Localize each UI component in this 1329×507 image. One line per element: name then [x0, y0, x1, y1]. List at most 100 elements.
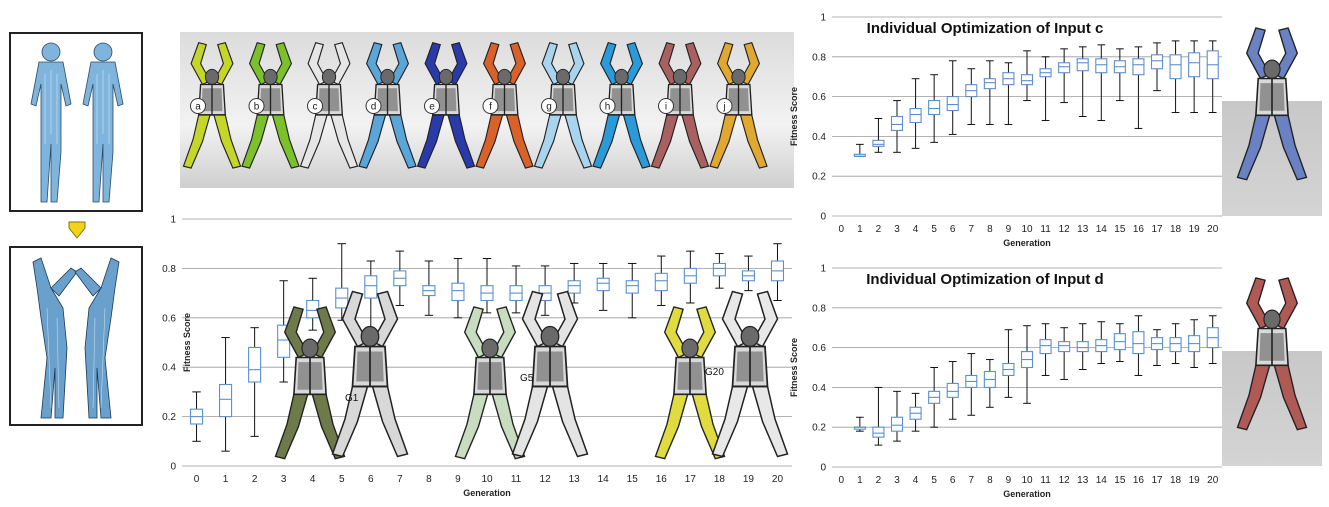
- variant-label-circle-j: [716, 98, 733, 114]
- box-gen-15: [1113, 323, 1126, 363]
- box-gen-17: [683, 250, 697, 304]
- variant-label-g: g: [546, 102, 552, 113]
- x-tick-label: 0: [839, 475, 845, 486]
- x-tick-label: 3: [281, 474, 287, 485]
- chart-title: Individual Optimization of Input d: [866, 271, 1103, 288]
- x-tick-label: 3: [894, 224, 900, 235]
- y-tick-label: 0.2: [812, 172, 826, 183]
- x-tick-label: 8: [987, 475, 993, 486]
- box-gen-2: [248, 327, 262, 437]
- box-gen-11: [1039, 56, 1052, 121]
- box-gen-1: [853, 143, 866, 157]
- y-tick-label: 0: [820, 212, 826, 223]
- box-iqr: [219, 383, 233, 418]
- box-gen-1: [853, 416, 866, 432]
- box-iqr: [1039, 339, 1052, 355]
- x-tick-label: 15: [1114, 224, 1126, 235]
- box-iqr: [1132, 331, 1145, 355]
- x-tick-label: 14: [598, 474, 610, 485]
- box-gen-3: [890, 100, 904, 153]
- x-axis-label: Generation: [463, 488, 511, 498]
- box-gen-18: [1169, 40, 1182, 114]
- generation-figure-G20-a: [654, 306, 726, 460]
- box-gen-0: [189, 391, 204, 442]
- y-tick-label: 0.2: [162, 412, 176, 423]
- main-boxplot-chart: 00.20.40.60.810 1 2 3 4 5 6 7 8 9 10 11 12 13 14 15 16 17…: [162, 215, 792, 498]
- box-gen-15: [625, 262, 639, 319]
- variant-figure-a: [182, 42, 242, 169]
- x-tick-label: 12: [540, 474, 552, 485]
- box-gen-14: [1095, 321, 1108, 365]
- input-d-figure-panel: [1222, 268, 1322, 466]
- variant-figure-c: [299, 42, 359, 169]
- box-gen-15: [1113, 48, 1126, 102]
- x-tick-label: 7: [969, 224, 975, 235]
- box-iqr: [1169, 54, 1182, 80]
- box-gen-13: [1076, 46, 1089, 117]
- x-tick-label: 15: [627, 474, 639, 485]
- box-gen-5: [928, 367, 941, 428]
- variant-label-d: d: [371, 102, 377, 113]
- x-tick-label: 20: [1207, 224, 1219, 235]
- box-iqr: [567, 280, 581, 294]
- box-iqr: [248, 346, 262, 383]
- y-tick-label: 0.8: [812, 303, 826, 314]
- x-tick-label: 16: [1133, 475, 1145, 486]
- x-axis-label: Generation: [1003, 238, 1051, 248]
- x-tick-label: 15: [1114, 475, 1126, 486]
- x-tick-label: 18: [1170, 224, 1182, 235]
- y-tick-label: 0.6: [162, 313, 176, 324]
- y-tick-label: 0.6: [812, 343, 826, 354]
- box-gen-18: [1169, 323, 1182, 365]
- box-iqr: [890, 115, 904, 131]
- box-gen-8: [983, 60, 996, 125]
- box-gen-16: [1132, 46, 1145, 129]
- box-gen-5: [928, 74, 941, 143]
- garment-flattened-icon: [30, 42, 124, 203]
- x-tick-label: 9: [1006, 475, 1012, 486]
- variant-label-b: b: [254, 102, 260, 113]
- variant-label-a: a: [195, 102, 201, 113]
- box-gen-7: [393, 250, 407, 306]
- y-tick-label: 0.6: [812, 92, 826, 103]
- box-iqr: [890, 416, 904, 432]
- variant-figure-e: [416, 42, 476, 169]
- x-tick-label: 14: [1096, 224, 1108, 235]
- x-tick-label: 7: [397, 474, 403, 485]
- x-tick-label: 10: [1021, 475, 1033, 486]
- box-iqr: [872, 426, 885, 438]
- box-gen-17: [1150, 42, 1164, 92]
- x-tick-label: 19: [1189, 224, 1201, 235]
- box-gen-19: [1188, 319, 1201, 368]
- garment-draped-icon: [32, 257, 120, 419]
- box-iqr: [1076, 341, 1089, 353]
- x-tick-label: 5: [339, 474, 345, 485]
- y-axis-label: Fitness Score: [790, 338, 799, 397]
- box-gen-7: [965, 353, 978, 416]
- x-tick-label: 17: [1151, 224, 1163, 235]
- y-tick-label: 1: [820, 264, 826, 275]
- box-gen-9: [451, 258, 465, 319]
- box-gen-14: [1095, 44, 1108, 121]
- input-d-figure: [1236, 277, 1308, 431]
- x-tick-label: 4: [913, 475, 919, 486]
- box-gen-7: [965, 68, 978, 125]
- x-tick-label: 6: [950, 224, 956, 235]
- variant-label-circle-b: [248, 98, 265, 114]
- y-tick-label: 0.8: [162, 264, 176, 275]
- box-gen-1: [219, 337, 233, 452]
- box-iqr: [946, 382, 959, 398]
- x-tick-label: 17: [1151, 475, 1163, 486]
- box-gen-8: [422, 260, 436, 316]
- variant-label-j: j: [722, 102, 725, 113]
- box-iqr: [712, 262, 726, 277]
- generation-label-G20: G20: [705, 367, 724, 378]
- box-gen-20: [1206, 315, 1219, 365]
- variants-figures: a b c d e f g h i j: [182, 42, 768, 169]
- box-gen-4: [909, 78, 922, 149]
- x-tick-label: 6: [368, 474, 374, 485]
- x-tick-label: 16: [1133, 224, 1145, 235]
- x-tick-label: 9: [455, 474, 461, 485]
- x-tick-label: 20: [772, 474, 784, 485]
- box-iqr: [1058, 341, 1071, 353]
